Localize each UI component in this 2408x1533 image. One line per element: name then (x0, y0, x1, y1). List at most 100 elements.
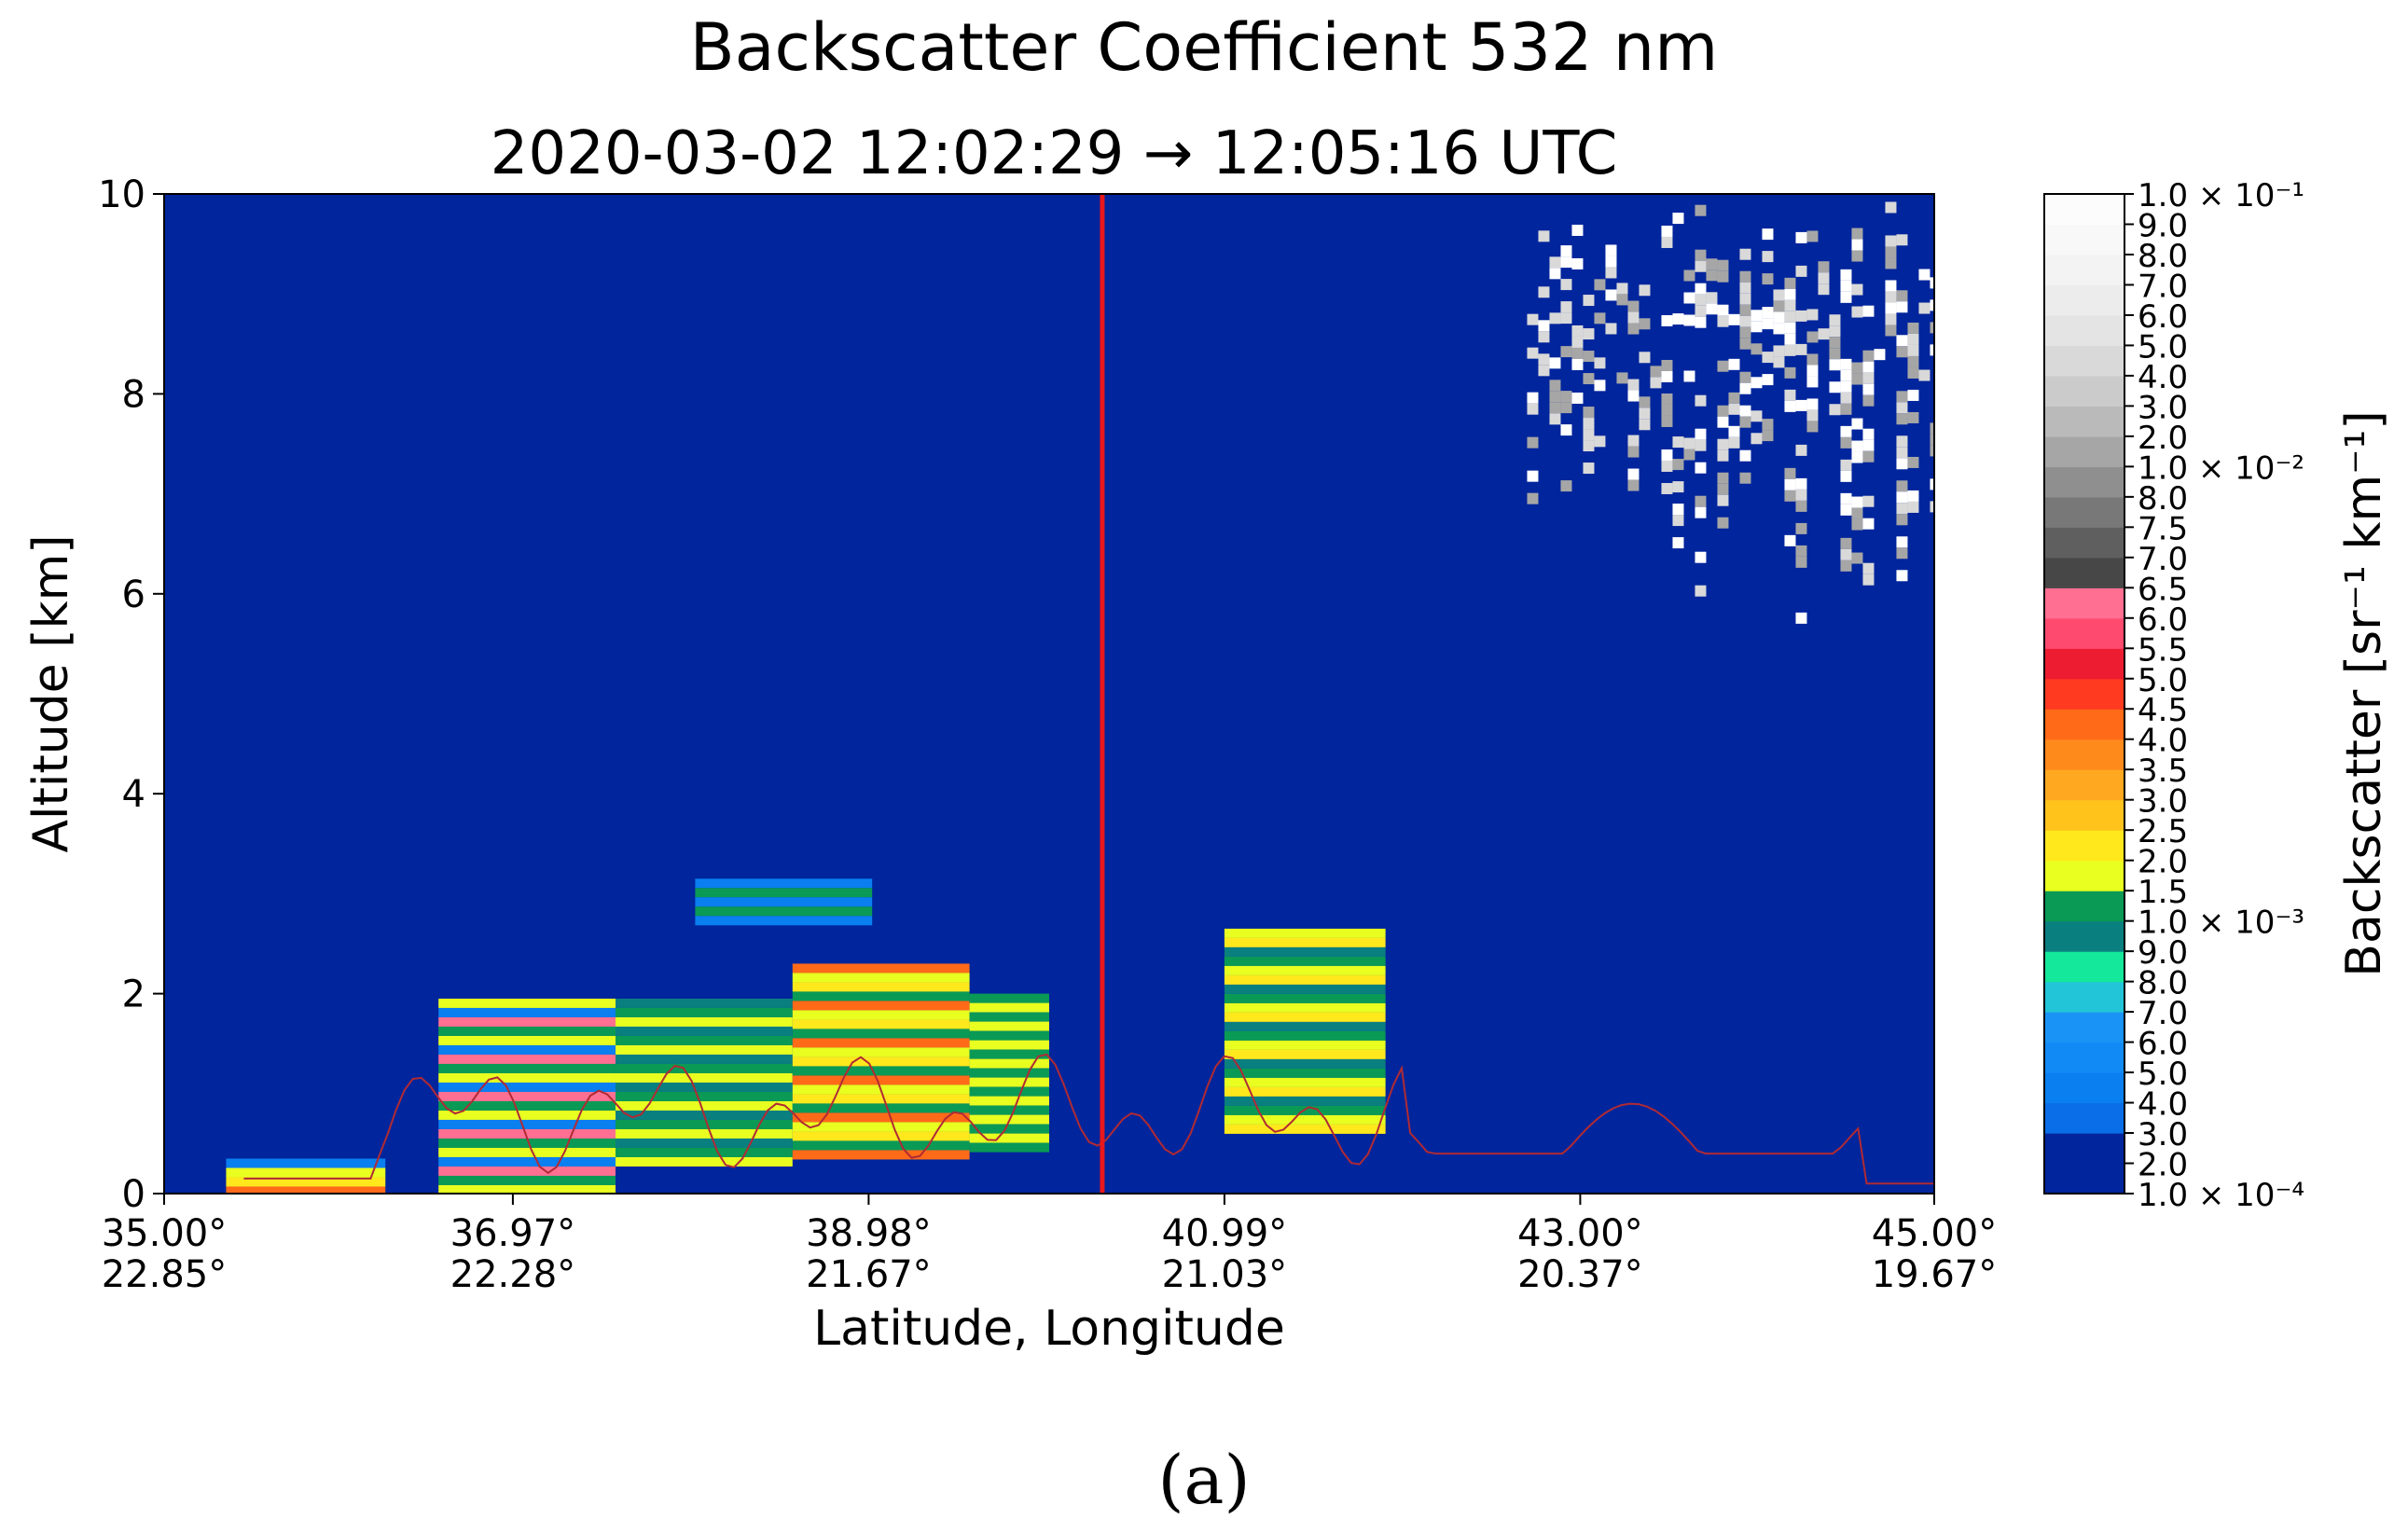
cloud-cell (1762, 318, 1774, 330)
cloud-cell (1840, 548, 1852, 560)
cloud-cell (1661, 236, 1673, 248)
cloud-cell (1851, 373, 1863, 385)
cloud-cell (1784, 389, 1796, 401)
cloud-cell (1773, 345, 1785, 357)
cloud-cell (1739, 270, 1751, 283)
x-tick-label-lat: 38.98° (806, 1212, 932, 1255)
colorbar-segment (2044, 1133, 2124, 1165)
x-tick-label-lon: 22.85° (102, 1253, 228, 1296)
layer-stripe (615, 1054, 793, 1064)
cloud-cell (1695, 439, 1707, 451)
cloud-cell (1583, 418, 1595, 430)
cloud-cell (1795, 489, 1807, 501)
cloud-cell (1672, 504, 1684, 516)
cloud-cell (1918, 302, 1931, 314)
cloud-cell (1672, 515, 1684, 527)
cloud-cell (1930, 445, 1934, 457)
cloud-cell (1560, 480, 1572, 492)
colorbar: 1.0 × 10⁻⁴2.03.04.05.06.07.08.09.01.0 × … (2043, 177, 2392, 1214)
cloud-cell (1784, 400, 1796, 412)
cloud-cell (1695, 294, 1707, 306)
colorbar-segment (2044, 587, 2124, 619)
cloud-cell (1896, 514, 1908, 526)
cloud-cell (1751, 433, 1763, 445)
layer-stripe (969, 1077, 1049, 1087)
cloud-cell (1784, 478, 1796, 490)
cloud-cell (1560, 391, 1572, 403)
cloud-cell (1739, 315, 1751, 327)
cloud-cell (1762, 273, 1774, 285)
cloud-cell (1784, 333, 1796, 345)
colorbar-tick-label: 5.5 (2138, 631, 2188, 669)
layer-stripe (615, 1007, 793, 1017)
cloud-cell (1896, 536, 1908, 548)
cloud-cell (1930, 434, 1934, 446)
axes: 024681035.00°22.85°36.97°22.28°38.98°21.… (23, 173, 1997, 1357)
cloud-cell (1672, 436, 1684, 449)
cloud-cell (1896, 458, 1908, 470)
cloud-cell (1605, 256, 1617, 268)
colorbar-tick-label: 5.0 (2138, 328, 2188, 366)
layer-stripe (792, 1075, 970, 1085)
cloud-cell (1583, 429, 1595, 441)
colorbar-segment (2044, 739, 2124, 770)
cloud-cell (1560, 402, 1572, 414)
cloud-cell (1560, 256, 1572, 269)
cloud-cell (1661, 404, 1673, 416)
cloud-cell (1549, 268, 1561, 280)
colorbar-segment (2044, 496, 2124, 528)
cloud-cell (1695, 204, 1707, 216)
cloud-cell (1907, 501, 1919, 513)
layer-stripe (438, 1100, 616, 1111)
cloud-cell (1538, 353, 1550, 366)
layer-stripe (438, 1016, 616, 1027)
cloud-cell (1862, 372, 1875, 384)
cloud-cell (1605, 323, 1617, 335)
cloud-cell (1773, 323, 1785, 335)
cloud-cell (1527, 313, 1539, 325)
cloud-cell (1739, 382, 1751, 394)
cloud-cell (1840, 269, 1852, 281)
cloud-cell (1795, 310, 1807, 322)
cloud-cell (1695, 305, 1707, 317)
aerosol-layer (792, 963, 970, 1160)
cloud-cell (1784, 467, 1796, 479)
y-tick-label: 10 (98, 173, 145, 216)
cloud-cell (1695, 506, 1707, 518)
layer-stripe (792, 1066, 970, 1076)
layer-stripe (615, 1156, 793, 1167)
layer-stripe (792, 1057, 970, 1067)
cloud-cell (1829, 314, 1841, 326)
cloud-cell (1907, 344, 1919, 356)
cloud-cell (1784, 288, 1796, 300)
cloud-cell (1672, 459, 1684, 471)
cloud-cell (1840, 559, 1852, 572)
cloud-cell (1583, 295, 1595, 307)
x-tick-label-lon: 19.67° (1872, 1253, 1998, 1296)
layer-stripe (792, 1047, 970, 1057)
colorbar-segment (2044, 224, 2124, 256)
cloud-cell (1560, 279, 1572, 291)
layer-stripe (969, 1030, 1049, 1041)
layer-stripe (792, 1010, 970, 1020)
layer-stripe (969, 1124, 1049, 1134)
colorbar-segment (2044, 860, 2124, 891)
layer-stripe (1224, 1002, 1386, 1013)
cloud-cell (1862, 450, 1875, 463)
cloud-cell (1862, 394, 1875, 407)
cloud-cell (1829, 381, 1841, 394)
layer-stripe (1224, 946, 1386, 957)
layer-stripe (615, 1138, 793, 1148)
colorbar-tick-label: 3.0 (2138, 1116, 2188, 1153)
x-tick-label-lon: 21.03° (1162, 1253, 1288, 1296)
cloud-cell (1851, 552, 1863, 564)
cloud-cell (1784, 311, 1796, 323)
colorbar-tick-label: 8.0 (2138, 480, 2188, 518)
cloud-cell (1818, 272, 1830, 284)
cloud-cell (1639, 284, 1651, 297)
layer-stripe (969, 1058, 1049, 1069)
colorbar-tick-label: 7.5 (2138, 510, 2188, 547)
colorbar-frame (2043, 193, 2125, 1195)
colorbar-tick-label: 8.0 (2138, 965, 2188, 1002)
